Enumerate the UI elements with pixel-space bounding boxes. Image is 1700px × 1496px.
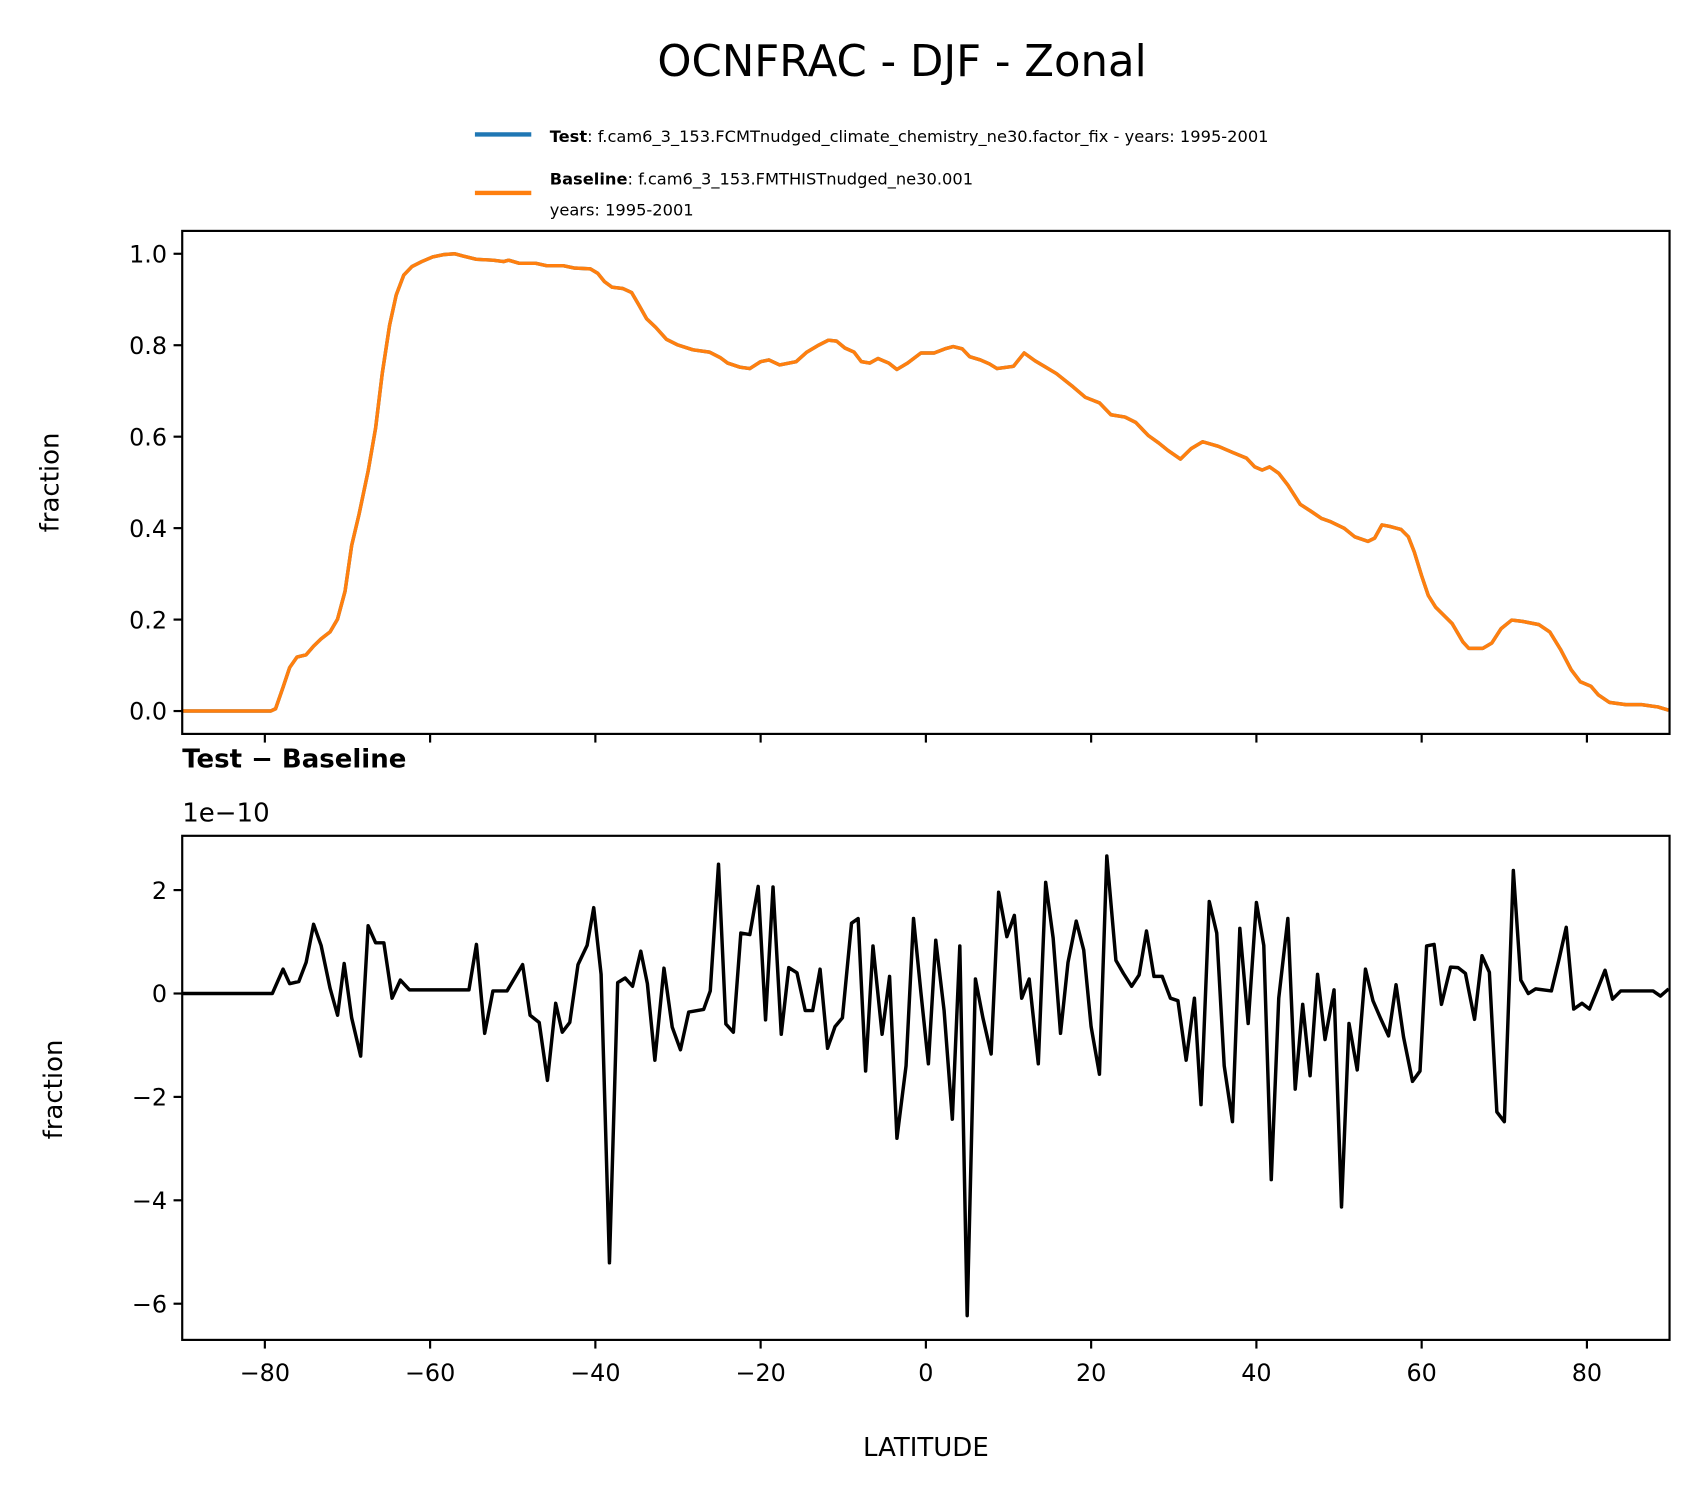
x-tick-label: −80 — [240, 1359, 290, 1387]
y-tick-label: 0.4 — [129, 515, 167, 543]
x-tick-label: −20 — [735, 1359, 785, 1387]
y-tick-label: 0.8 — [129, 332, 167, 360]
x-axis-label: LATITUDE — [863, 1433, 989, 1463]
y-tick-label: 0.0 — [129, 698, 167, 726]
top-ylabel: fraction — [36, 432, 66, 532]
y-tick-label: −4 — [132, 1187, 167, 1215]
legend-test-label: Test — [550, 127, 588, 146]
series-line-baseline — [182, 252, 1670, 713]
x-tick-label: 0 — [918, 1359, 933, 1387]
legend-baseline-text-line2: years: 1995-2001 — [550, 201, 694, 220]
legend-test-text: : f.cam6_3_153.FCMTnudged_climate_chemis… — [587, 127, 1268, 147]
y-tick-label: 2 — [152, 877, 167, 905]
y-tick-label: 0.6 — [129, 423, 167, 451]
x-tick-label: 80 — [1572, 1359, 1602, 1387]
legend-entry-baseline: Baseline: f.cam6_3_153.FMTHISTnudged_ne3… — [550, 169, 973, 189]
y-tick-label: 0.2 — [129, 606, 167, 634]
y-tick-label: 0 — [152, 980, 167, 1008]
x-tick-label: 40 — [1241, 1359, 1271, 1387]
y-tick-label: −6 — [132, 1290, 167, 1318]
bottom-ylabel: fraction — [39, 1040, 69, 1140]
legend-baseline-label: Baseline — [550, 169, 628, 188]
series-line-difference — [182, 854, 1670, 1318]
y-tick-label: 1.0 — [129, 240, 167, 268]
legend-entry-test: Test: f.cam6_3_153.FCMTnudged_climate_ch… — [550, 127, 1269, 147]
top-axes: 0.0 0.2 0.4 0.6 0.8 1.0 — [129, 229, 1671, 743]
x-tick-label: 60 — [1406, 1359, 1436, 1387]
legend: Test: f.cam6_3_153.FCMTnudged_climate_ch… — [474, 127, 1269, 220]
bottom-axes: −80 −60 −40 −20 0 20 40 60 80−6−4−202 — [132, 834, 1671, 1387]
legend-baseline-text: : f.cam6_3_153.FMTHISTnudged_ne30.001 — [627, 169, 973, 189]
bottom-title: Test − Baseline — [182, 745, 406, 775]
x-tick-label: −40 — [570, 1359, 620, 1387]
figure-title: OCNFRAC - DJF - Zonal — [657, 37, 1146, 87]
bottom-offset-label: 1e−10 — [182, 799, 269, 829]
x-tick-label: −60 — [405, 1359, 455, 1387]
y-tick-label: −2 — [132, 1084, 167, 1112]
x-tick-label: 20 — [1076, 1359, 1106, 1387]
